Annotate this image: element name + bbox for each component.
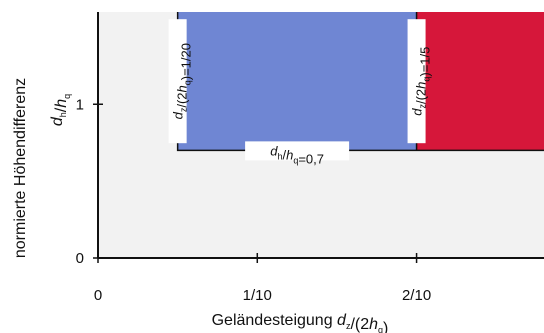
x-tick-label: 0: [94, 287, 102, 304]
annotation-boundary-1-5: dz/(2hq)=1/5: [407, 19, 433, 144]
annotation-boundary-1-20: dz/(2hq)=1/20: [168, 19, 194, 144]
y-axis-title: normierte Höhendifferenz: [12, 78, 29, 258]
annotation-text: dz/(2hq)=1/5: [410, 47, 433, 116]
region-blue: [177, 12, 417, 151]
annotation-background: [168, 19, 187, 144]
y-tick-label: 0: [76, 250, 84, 267]
y-tick-label: 1: [76, 96, 84, 113]
x-tick-label: 2/10: [402, 287, 431, 304]
annotation-text: dz/(2hq)=1/20: [171, 43, 194, 119]
annotation-background: [407, 19, 426, 144]
annotation-boundary-0-7: dh/hq=0,7: [245, 141, 350, 166]
x-axis-title: Geländesteigung dz/(2hq): [212, 312, 389, 333]
annotation-text: dh/hq=0,7: [270, 143, 324, 166]
x-tick-label: 1/10: [243, 287, 272, 304]
y-axis-title-text: normierte Höhendifferenz: [12, 78, 29, 258]
y-axis-variable-text: dh/hq: [49, 94, 72, 126]
y-axis-variable: dh/hq: [49, 94, 72, 126]
region-red: [416, 12, 544, 151]
annotation-background: [245, 141, 350, 161]
